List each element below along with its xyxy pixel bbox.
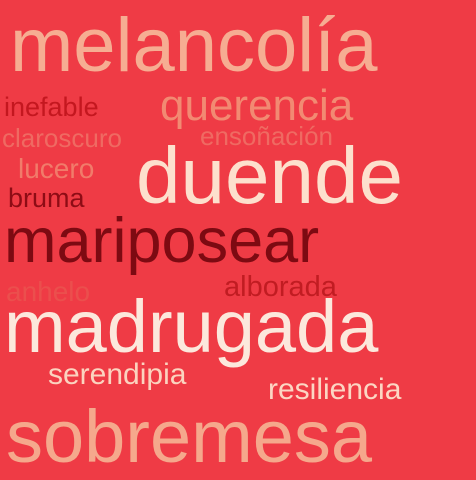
word-madrugada: madrugada (4, 285, 379, 368)
word-anhelo: anhelo (6, 276, 91, 307)
word-duende: duende (136, 131, 403, 220)
word-lucero: lucero (18, 153, 95, 184)
word-sobremesa: sobremesa (6, 395, 373, 478)
word-claroscuro: claroscuro (2, 123, 122, 153)
word-bruma: bruma (8, 183, 85, 213)
word-alborada: alborada (224, 271, 337, 303)
word-inefable: inefable (4, 92, 99, 122)
word-serendipia: serendipia (48, 358, 187, 391)
word-mariposear: mariposear (4, 206, 320, 276)
word-querencia: querencia (160, 81, 354, 130)
word-resiliencia: resiliencia (268, 373, 402, 406)
word-ensonacion: ensoñación (200, 121, 333, 151)
word-melancolia: melancolía (10, 3, 378, 88)
